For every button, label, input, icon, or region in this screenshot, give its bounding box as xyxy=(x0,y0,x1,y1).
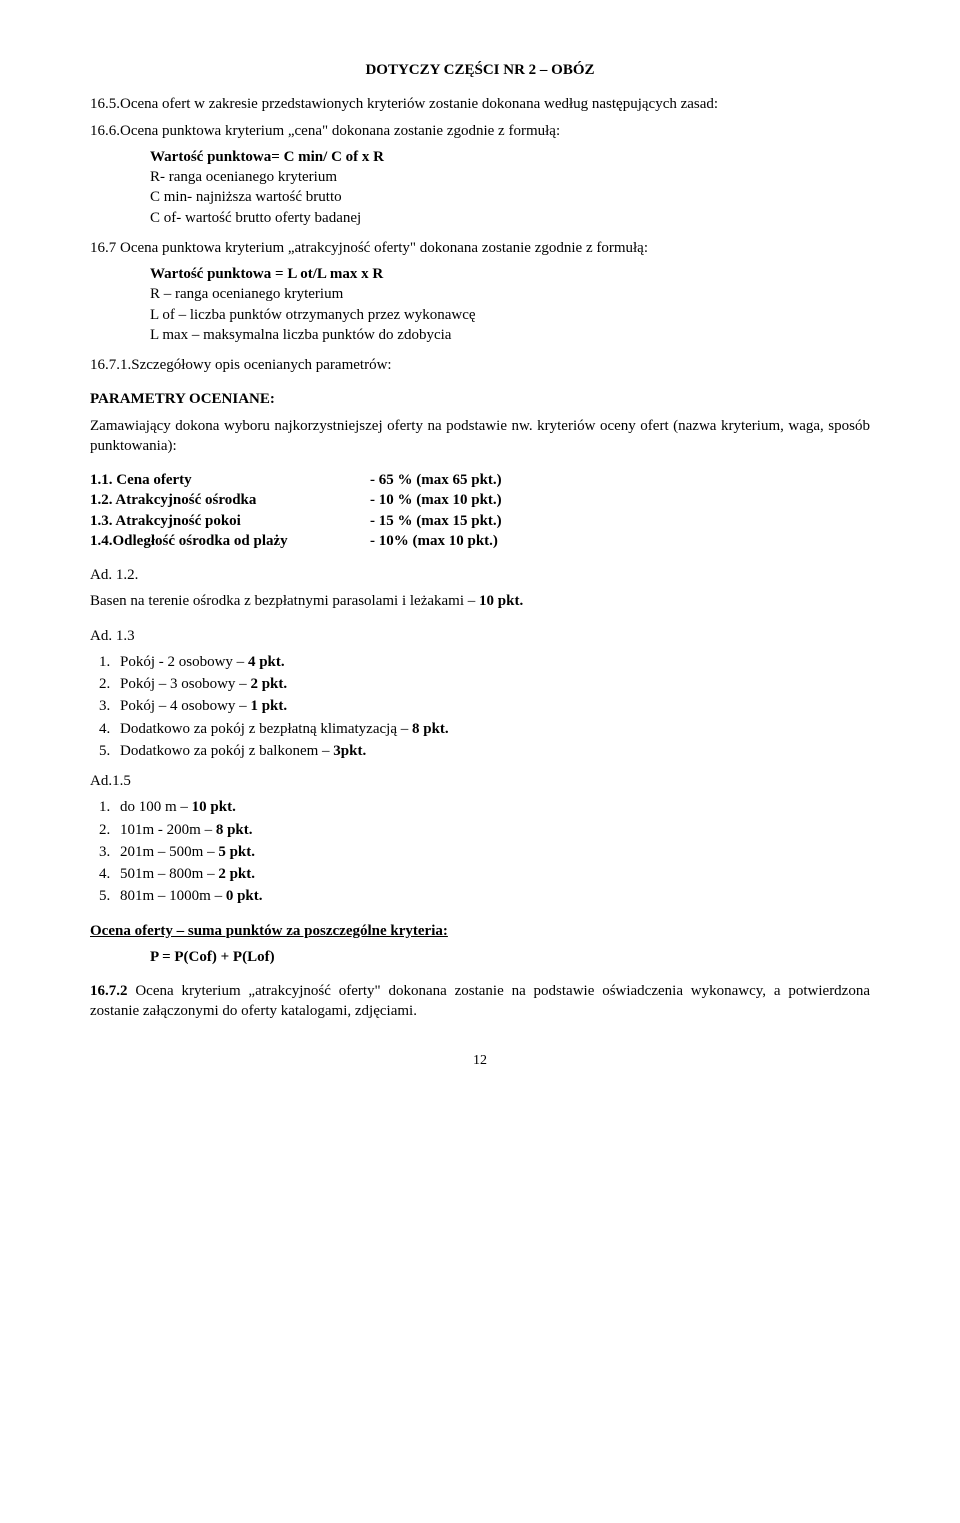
list-item-bold: 5 pkt. xyxy=(218,844,255,860)
list-item-bold: 1 pkt. xyxy=(250,698,287,714)
list-item-bold: 2 pkt. xyxy=(218,866,255,882)
formula-1-line-3: C of- wartość brutto oferty badanej xyxy=(150,208,870,228)
formula-2-line-3: L max – maksymalna liczba punktów do zdo… xyxy=(150,325,870,345)
list-item-pre: do 100 m – xyxy=(120,799,192,815)
ad-1-2-label: Ad. 1.2. xyxy=(90,565,870,585)
list-item: do 100 m – 10 pkt. xyxy=(114,797,870,817)
list-item-pre: 501m – 800m – xyxy=(120,866,218,882)
list-item-pre: Dodatkowo za pokój z balkonem – xyxy=(120,743,333,759)
formula-1-line-2: C min- najniższa wartość brutto xyxy=(150,187,870,207)
list-item: 801m – 1000m – 0 pkt. xyxy=(114,886,870,906)
list-item: Dodatkowo za pokój z balkonem – 3pkt. xyxy=(114,741,870,761)
criteria-label: 1.4.Odległość ośrodka od plaży xyxy=(90,531,370,551)
formula-1-line-1: R- ranga ocenianego kryterium xyxy=(150,167,870,187)
list-item: Pokój – 3 osobowy – 2 pkt. xyxy=(114,674,870,694)
list-item: Pokój – 4 osobowy – 1 pkt. xyxy=(114,696,870,716)
criteria-label: 1.1. Cena oferty xyxy=(90,470,370,490)
list-item-pre: Dodatkowo za pokój z bezpłatną klimatyza… xyxy=(120,721,412,737)
formula-block-2: Wartość punktowa = L ot/L max x R R – ra… xyxy=(150,264,870,345)
formula-2-line-1: R – ranga ocenianego kryterium xyxy=(150,284,870,304)
ad-1-3-list: Pokój - 2 osobowy – 4 pkt.Pokój – 3 osob… xyxy=(114,652,870,761)
para-16-7-2: 16.7.2 Ocena kryterium „atrakcyjność ofe… xyxy=(90,981,870,1022)
para-16-7: 16.7 Ocena punktowa kryterium „atrakcyjn… xyxy=(90,238,870,258)
para-16-7-2-rest: Ocena kryterium „atrakcyjność oferty" do… xyxy=(90,983,870,1019)
criteria-value: - 65 % (max 65 pkt.) xyxy=(370,470,502,490)
list-item-pre: 101m - 200m – xyxy=(120,822,216,838)
parameters-heading: PARAMETRY OCENIANE: xyxy=(90,389,870,409)
ad-1-2-bold: 10 pkt. xyxy=(479,593,523,609)
list-item-pre: 201m – 500m – xyxy=(120,844,218,860)
list-item: 501m – 800m – 2 pkt. xyxy=(114,864,870,884)
list-item: Dodatkowo za pokój z bezpłatną klimatyza… xyxy=(114,719,870,739)
para-16-6: 16.6.Ocena punktowa kryterium „cena" dok… xyxy=(90,121,870,141)
list-item: 201m – 500m – 5 pkt. xyxy=(114,842,870,862)
formula-2-bold: Wartość punktowa = L ot/L max x R xyxy=(150,264,870,284)
list-item-bold: 10 pkt. xyxy=(192,799,236,815)
list-item-pre: 801m – 1000m – xyxy=(120,888,226,904)
para-16-7-2-pre: 16.7.2 xyxy=(90,983,135,999)
formula-1-bold: Wartość punktowa= C min/ C of x R xyxy=(150,147,870,167)
formula-2-line-2: L of – liczba punktów otrzymanych przez … xyxy=(150,305,870,325)
list-item-bold: 2 pkt. xyxy=(250,676,287,692)
criteria-row: 1.1. Cena oferty- 65 % (max 65 pkt.) xyxy=(90,470,870,490)
list-item-bold: 3pkt. xyxy=(333,743,366,759)
ad-1-3-label: Ad. 1.3 xyxy=(90,626,870,646)
ad-1-5-list: do 100 m – 10 pkt.101m - 200m – 8 pkt.20… xyxy=(114,797,870,906)
list-item-bold: 8 pkt. xyxy=(216,822,253,838)
list-item: 101m - 200m – 8 pkt. xyxy=(114,820,870,840)
page-number: 12 xyxy=(90,1052,870,1071)
section-heading: DOTYCZY CZĘŚCI NR 2 – OBÓZ xyxy=(90,60,870,80)
list-item: Pokój - 2 osobowy – 4 pkt. xyxy=(114,652,870,672)
para-16-7-1: 16.7.1.Szczegółowy opis ocenianych param… xyxy=(90,355,870,375)
list-item-bold: 8 pkt. xyxy=(412,721,449,737)
ad-1-5-label: Ad.1.5 xyxy=(90,771,870,791)
list-item-bold: 0 pkt. xyxy=(226,888,263,904)
criteria-label: 1.2. Atrakcyjność ośrodka xyxy=(90,490,370,510)
list-item-pre: Pokój - 2 osobowy – xyxy=(120,654,248,670)
ad-1-2-line: Basen na terenie ośrodka z bezpłatnymi p… xyxy=(90,591,870,611)
para-16-5: 16.5.Ocena ofert w zakresie przedstawion… xyxy=(90,94,870,114)
criteria-label: 1.3. Atrakcyjność pokoi xyxy=(90,511,370,531)
criteria-value: - 15 % (max 15 pkt.) xyxy=(370,511,502,531)
ocena-heading: Ocena oferty – suma punktów za poszczegó… xyxy=(90,921,870,941)
criteria-row: 1.4.Odległość ośrodka od plaży- 10% (max… xyxy=(90,531,870,551)
criteria-row: 1.2. Atrakcyjność ośrodka- 10 % (max 10 … xyxy=(90,490,870,510)
formula-p: P = P(Cof) + P(Lof) xyxy=(150,947,870,967)
criteria-row: 1.3. Atrakcyjność pokoi- 15 % (max 15 pk… xyxy=(90,511,870,531)
list-item-bold: 4 pkt. xyxy=(248,654,285,670)
formula-block-1: Wartość punktowa= C min/ C of x R R- ran… xyxy=(150,147,870,228)
criteria-list: 1.1. Cena oferty- 65 % (max 65 pkt.)1.2.… xyxy=(90,470,870,551)
criteria-value: - 10% (max 10 pkt.) xyxy=(370,531,498,551)
list-item-pre: Pokój – 4 osobowy – xyxy=(120,698,250,714)
criteria-value: - 10 % (max 10 pkt.) xyxy=(370,490,502,510)
ad-1-2-pre: Basen na terenie ośrodka z bezpłatnymi p… xyxy=(90,593,479,609)
ocena-heading-text: Ocena oferty – suma punktów za poszczegó… xyxy=(90,923,448,939)
list-item-pre: Pokój – 3 osobowy – xyxy=(120,676,250,692)
parameters-intro: Zamawiający dokona wyboru najkorzystniej… xyxy=(90,416,870,457)
